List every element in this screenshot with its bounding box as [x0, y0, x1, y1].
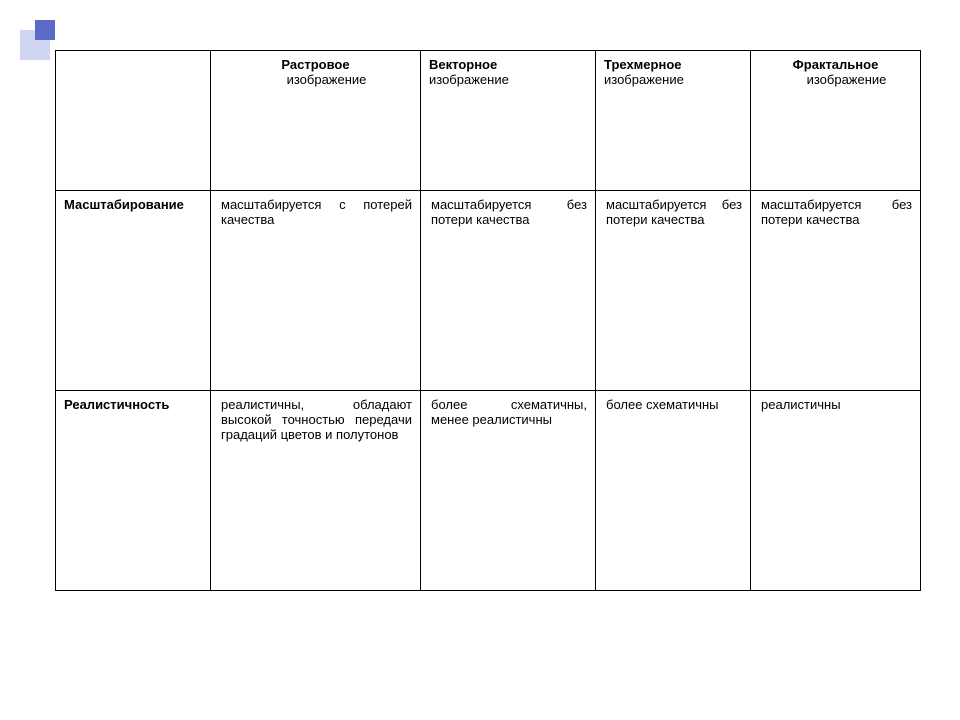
cell-text: масштабируется без потери качества [604, 197, 742, 227]
cell-text: более схематичны, менее реалистичны [429, 397, 587, 427]
cell-text: более схематичны [604, 397, 742, 412]
header-plain: изображение [429, 72, 587, 87]
header-cell-fractal: Фрактальное изображение [751, 51, 921, 191]
cell-realism-raster: реалистичны, обладают высокой точностью … [211, 391, 421, 591]
row-label-cell: Реалистичность [56, 391, 211, 591]
row-label-cell: Масштабирование [56, 191, 211, 391]
cell-text: масштабируется без потери качества [429, 197, 587, 227]
header-cell-empty [56, 51, 211, 191]
header-bold: Векторное [429, 57, 587, 72]
cell-realism-vector: более схематичны, менее реалистичны [421, 391, 596, 591]
cell-scaling-3d: масштабируется без потери качества [596, 191, 751, 391]
header-bold: Растровое [219, 57, 412, 72]
cell-text: реалистичны [759, 397, 912, 412]
row-label: Масштабирование [64, 197, 184, 212]
header-bold: Трехмерное [604, 57, 742, 72]
header-plain: изображение [759, 72, 912, 87]
cell-text: реалистичны, обладают высокой точностью … [219, 397, 412, 442]
cell-text: масштабируется без потери качества [759, 197, 912, 227]
cell-scaling-raster: масштабируется с потерей качества [211, 191, 421, 391]
header-cell-raster: Растровое изображение [211, 51, 421, 191]
deco-square-dark [35, 20, 55, 40]
row-label: Реалистичность [64, 397, 169, 412]
header-bold: Фрактальное [759, 57, 912, 72]
header-plain: изображение [219, 72, 412, 87]
header-cell-3d: Трехмерное изображение [596, 51, 751, 191]
table-row-scaling: Масштабирование масштабируется с потерей… [56, 191, 921, 391]
cell-scaling-vector: масштабируется без потери качества [421, 191, 596, 391]
cell-realism-fractal: реалистичны [751, 391, 921, 591]
cell-realism-3d: более схематичны [596, 391, 751, 591]
table-row-realism: Реалистичность реалистичны, обладают выс… [56, 391, 921, 591]
cell-text: масштабируется с потерей качества [219, 197, 412, 227]
header-cell-vector: Векторное изображение [421, 51, 596, 191]
comparison-table: Растровое изображение Векторное изображе… [55, 50, 921, 591]
table-header-row: Растровое изображение Векторное изображе… [56, 51, 921, 191]
cell-scaling-fractal: масштабируется без потери качества [751, 191, 921, 391]
header-plain: изображение [604, 72, 742, 87]
